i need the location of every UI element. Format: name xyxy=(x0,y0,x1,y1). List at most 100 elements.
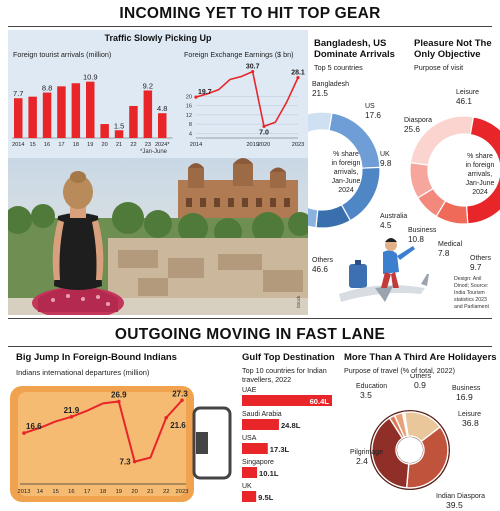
forex-point xyxy=(262,124,266,129)
purpose-donut-subtitle: Purpose of visit xyxy=(414,63,464,72)
purpose-donut-title: Pleasure Not The Only Objective xyxy=(414,38,498,60)
departures-tick-label: 14 xyxy=(37,489,44,495)
source-note-line: and Parliament xyxy=(454,304,489,310)
donut-slice-value: 10.8 xyxy=(408,235,424,244)
donut-center-text: in foreign xyxy=(466,162,495,169)
travel-slice-name: Leisure xyxy=(458,411,481,418)
departures-point-label: 16.6 xyxy=(26,422,42,431)
departures-chart-ylabel: Indians international departures (millio… xyxy=(16,368,150,377)
donut-slice xyxy=(465,116,500,225)
source-note-line: statistics 2023 xyxy=(454,297,487,303)
traveller-illustration xyxy=(339,238,429,302)
donut-slice-name: Leisure xyxy=(456,89,479,96)
forex-tick-label: 2014 xyxy=(190,142,202,148)
travel-slice-name: Education xyxy=(356,383,387,390)
donut-center-text: arrivals, xyxy=(334,169,359,176)
traffic-tick-label: 15 xyxy=(30,142,36,148)
country-donut-title: Bangladesh, US Dominate Arrivals xyxy=(314,38,406,60)
photo-credit: iStock xyxy=(296,295,301,308)
donut-center-text: in foreign xyxy=(332,160,361,167)
traffic-tick-label: 2024* xyxy=(155,142,170,148)
departures-tick-label: 2023 xyxy=(176,489,189,495)
travel-slice-value: 16.9 xyxy=(456,392,473,402)
traffic-bar xyxy=(14,98,23,138)
purpose-donut-title-text: Pleasure Not The Only Objective xyxy=(414,38,492,60)
source-note-line: Design: Anil xyxy=(454,276,481,282)
forex-point-label: 19.7 xyxy=(198,89,212,96)
traffic-bar xyxy=(71,83,81,138)
travel-donut-slice xyxy=(371,417,410,489)
traffic-bar xyxy=(28,96,37,138)
forex-ytick-label: 4 xyxy=(189,131,192,137)
donut-slice xyxy=(409,115,475,166)
travel-slice-value: 0.9 xyxy=(414,380,426,390)
donut-center-text: 2024 xyxy=(338,187,354,194)
departures-chart-title: Big Jump In Foreign-Bound Indians xyxy=(16,352,177,363)
departures-tick-label: 20 xyxy=(131,489,137,495)
travel-slice-name: Pilgrimage xyxy=(350,449,383,456)
destination-chart-title: Gulf Top Destination xyxy=(242,352,335,363)
traffic-tick-label: 19 xyxy=(87,142,93,148)
destination-bar xyxy=(242,467,258,478)
donut-slice-value: 9.7 xyxy=(470,263,482,272)
travel-slice-value: 36.8 xyxy=(462,418,479,428)
forex-tick-label: 2023 xyxy=(292,142,304,148)
donut-slice-name: UK xyxy=(380,151,390,158)
departures-series-line xyxy=(23,399,183,463)
departures-tick-label: 18 xyxy=(100,489,106,495)
donut-slice-name: Others xyxy=(312,257,334,264)
forex-tick-label: 2020 xyxy=(258,142,270,148)
traffic-bar xyxy=(114,130,124,138)
destination-value: 24.8L xyxy=(281,421,301,430)
traffic-bar-label: 8.8 xyxy=(42,84,52,93)
source-note-line: Dinod; Source: xyxy=(454,283,488,289)
destination-bar xyxy=(242,443,268,454)
donut-slice xyxy=(308,206,319,229)
donut-slice-value: 46.6 xyxy=(312,265,328,274)
tourist-figure xyxy=(32,171,124,315)
traffic-tick-label: 16 xyxy=(44,142,50,148)
forex-ytick-label: 8 xyxy=(189,122,192,128)
departures-point xyxy=(180,398,184,403)
traffic-tick-label: 23 xyxy=(145,142,151,148)
destination-name: Singapore xyxy=(242,459,274,466)
departures-tick-label: 2013 xyxy=(18,489,31,495)
departures-point-label: 7.3 xyxy=(119,458,131,467)
departures-tick-label: 15 xyxy=(52,489,58,495)
donut-center-text: Jan-June xyxy=(332,178,361,185)
traffic-chart-ylabel: Foreign tourist arrivals (million) xyxy=(13,50,112,59)
donut-slice-value: 17.6 xyxy=(365,111,381,120)
destination-value: 10.1L xyxy=(259,469,279,478)
forex-point-label: 7.0 xyxy=(259,129,269,136)
top-title-rule xyxy=(8,26,492,27)
donut-slice-name: Australia xyxy=(380,213,407,220)
departures-point-label: 26.9 xyxy=(111,391,127,400)
destination-bar xyxy=(242,491,257,502)
donut-center-text: 2024 xyxy=(472,189,488,196)
traffic-tick-label: 18 xyxy=(73,142,79,148)
forex-point-label: 30.7 xyxy=(246,64,260,71)
donut-center-text: arrivals, xyxy=(468,171,493,178)
donut-slice xyxy=(308,111,333,134)
traffic-bar-label: 1.5 xyxy=(114,121,124,130)
traffic-bar xyxy=(42,92,52,138)
forex-point xyxy=(251,70,255,74)
bottom-section-title: OUTGOING MOVING IN FAST LANE xyxy=(114,326,386,343)
departures-point xyxy=(117,399,121,404)
traffic-bar-label: 10.9 xyxy=(83,73,98,82)
departures-point-label: 21.9 xyxy=(64,406,80,415)
destination-value: 17.3L xyxy=(270,445,290,454)
donut-center-text: % share xyxy=(467,153,493,160)
donut-slice-name: Diaspora xyxy=(404,117,432,124)
departures-point-label: 21.6 xyxy=(170,421,186,430)
donut-slice-value: 4.5 xyxy=(380,221,392,230)
bottom-title-rule xyxy=(8,346,492,347)
donut-slice-value: 25.6 xyxy=(404,125,420,134)
traffic-tick-label: 20 xyxy=(102,142,108,148)
destination-bar xyxy=(242,395,332,406)
departures-point-label: 27.3 xyxy=(172,389,188,398)
source-note-line: India Tourism xyxy=(454,290,485,296)
departures-tick-label: 22 xyxy=(163,489,169,495)
donut-slice-value: 9.8 xyxy=(380,159,392,168)
